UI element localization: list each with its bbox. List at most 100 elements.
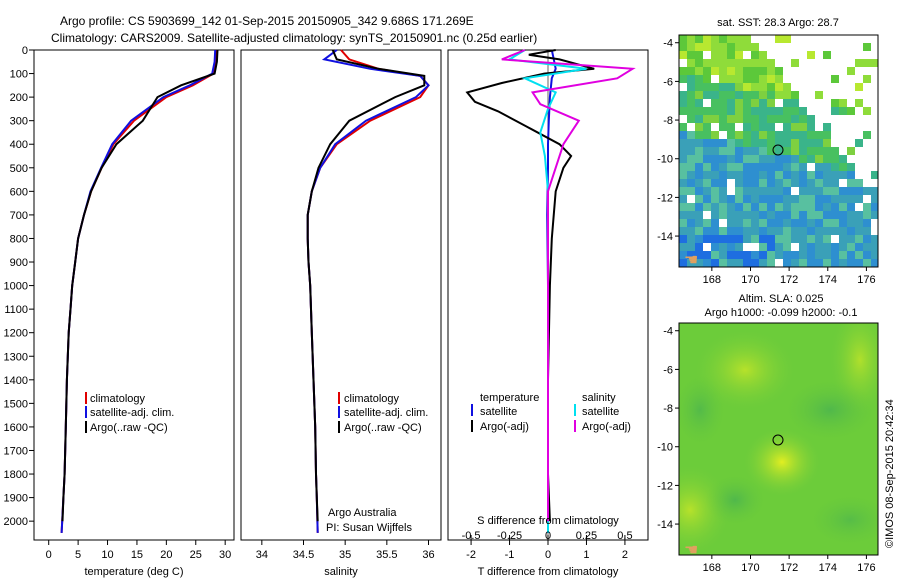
temperature-panel-frame	[33, 49, 235, 541]
sst-cell	[735, 171, 743, 179]
sst-cell	[799, 107, 807, 115]
sst-cell	[687, 203, 695, 211]
sst-cell	[775, 171, 783, 179]
sst-cell	[791, 155, 799, 163]
sst-cell	[783, 251, 791, 259]
sst-cell	[775, 115, 783, 123]
sst-cell	[735, 243, 743, 251]
sst-cell	[871, 195, 878, 203]
sst-cell	[679, 131, 687, 139]
sst-map-ticks: 168 170 172 174 176 -4 -6 -8 -10 -12 -14	[657, 38, 875, 286]
sst-cell	[847, 163, 855, 171]
sst-cell	[839, 155, 847, 163]
sst-cell	[695, 195, 703, 203]
sst-cell	[783, 211, 791, 219]
sst-cell	[735, 115, 743, 123]
sst-cell	[695, 107, 703, 115]
sst-cell	[695, 91, 703, 99]
sst-cell	[855, 235, 863, 243]
sst-cell	[815, 243, 823, 251]
sst-cell	[719, 99, 727, 107]
sst-cell	[711, 51, 719, 59]
sst-cell	[727, 51, 735, 59]
sst-cell	[815, 131, 823, 139]
series-line-satellite-adj-clim-	[60, 49, 217, 533]
sst-cell	[735, 147, 743, 155]
sst-cell	[751, 67, 759, 75]
sst-cell	[791, 179, 799, 187]
sst-cell	[799, 235, 807, 243]
sst-cell	[775, 131, 783, 139]
sst-cell	[751, 235, 759, 243]
sst-cell	[703, 171, 711, 179]
sst-cell	[711, 259, 719, 267]
sst-cell	[687, 211, 695, 219]
sst-cell	[839, 195, 847, 203]
sst-cell	[711, 211, 719, 219]
sst-cell	[735, 51, 743, 59]
credit-text: ©IMOS 08-Sep-2015 20:42:34	[884, 399, 896, 548]
sst-cell	[727, 43, 735, 51]
sst-cell	[751, 187, 759, 195]
sst-cell	[743, 179, 751, 187]
sst-cell	[703, 107, 711, 115]
sst-cell	[751, 51, 759, 59]
sla-low	[810, 495, 878, 545]
map-x-tick-label: 174	[819, 562, 837, 574]
sst-cell	[815, 155, 823, 163]
x-tick-label: -0.5	[462, 530, 481, 542]
sst-cell	[783, 259, 791, 267]
sla-map-title1: Altim. SLA: 0.025	[739, 293, 824, 305]
sst-cell	[743, 203, 751, 211]
sst-cell	[735, 131, 743, 139]
sst-cell	[799, 163, 807, 171]
sst-map-title: sat. SST: 28.3 Argo: 28.7	[717, 17, 839, 29]
sst-cell	[799, 243, 807, 251]
sst-cell	[791, 163, 799, 171]
sst-cell	[719, 187, 727, 195]
legend-label-argo: Argo(..raw -QC)	[90, 422, 168, 434]
sst-cell	[711, 171, 719, 179]
sst-cell	[719, 227, 727, 235]
sst-cell	[815, 203, 823, 211]
sst-cell	[703, 235, 711, 243]
salinity-xticks: 34 34.5 35 35.5 36	[256, 540, 435, 561]
sst-cell	[743, 187, 751, 195]
sst-cell	[727, 59, 735, 67]
sst-cell	[799, 259, 807, 267]
map-y-tick-label: -6	[663, 76, 673, 88]
sst-cell	[823, 187, 831, 195]
sst-cell	[711, 99, 719, 107]
sst-cell	[791, 195, 799, 203]
sst-cell	[767, 131, 775, 139]
sst-cell	[759, 179, 767, 187]
sst-cell	[727, 163, 735, 171]
sst-cell	[711, 43, 719, 51]
sst-cell	[767, 195, 775, 203]
sst-cell	[711, 107, 719, 115]
sst-cell	[703, 187, 711, 195]
sst-cell	[799, 123, 807, 131]
x-tick-label: 0	[545, 549, 551, 561]
depth-tick-label: 300	[10, 116, 28, 128]
x-tick-label: 30	[219, 549, 231, 561]
sst-cell	[775, 107, 783, 115]
sst-cell	[799, 211, 807, 219]
sst-cell	[735, 83, 743, 91]
sst-cell	[727, 147, 735, 155]
x-tick-label: 35.5	[376, 549, 397, 561]
hand-icon: ☚	[684, 252, 698, 269]
sst-cell	[783, 235, 791, 243]
sst-cell	[679, 91, 687, 99]
sst-cell	[759, 259, 767, 267]
sst-cell	[767, 219, 775, 227]
sst-cell	[767, 139, 775, 147]
annotation-pi: PI: Susan Wijffels	[326, 522, 412, 534]
sst-cell	[687, 235, 695, 243]
sst-cell	[775, 219, 783, 227]
sst-cell	[695, 235, 703, 243]
depth-axis: 0 100 200 300 400 500 600 700 800 900 1000 1100 1200…	[4, 45, 34, 528]
map-y-tick-label: -6	[663, 364, 673, 376]
sst-cell	[735, 107, 743, 115]
sst-cell	[743, 259, 751, 267]
